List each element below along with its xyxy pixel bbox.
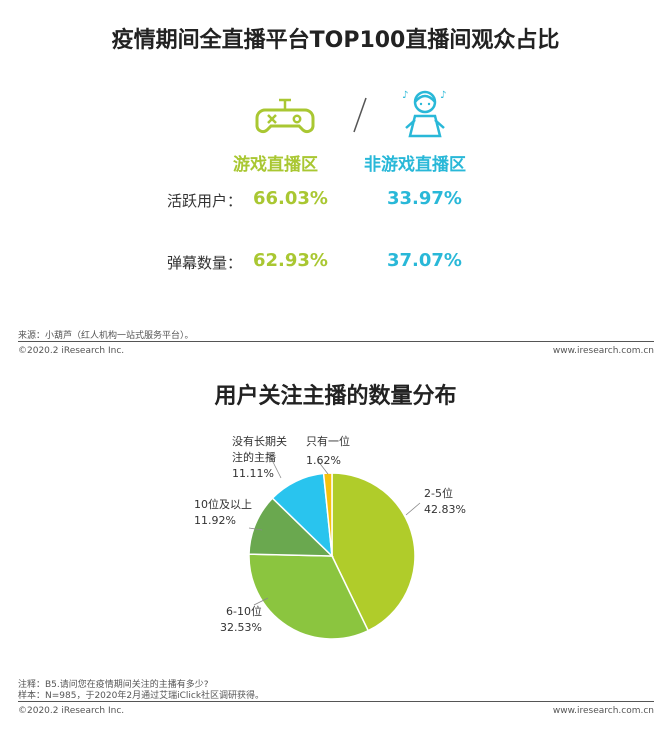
pie-label-6-10-value: 32.53%	[220, 621, 262, 634]
bottom-note: 注释：B5.请问您在疫情期间关注的主播有多少?	[18, 680, 209, 690]
svg-text:♪: ♪	[440, 90, 446, 101]
top-title: 疫情期间全直播平台TOP100直播间观众占比	[111, 28, 560, 53]
top-website: www.iresearch.com.cn	[552, 346, 654, 356]
pie-slice-3	[271, 472, 333, 558]
value-active-non-gaming: 33.97%	[387, 188, 462, 209]
pie-label-none-value: 11.11%	[232, 467, 274, 480]
value-active-gaming: 66.03%	[253, 188, 328, 209]
pie-label-one-name: 只有一位	[306, 435, 350, 448]
category-gaming: 游戏直播区	[233, 155, 318, 175]
bottom-sample: 样本：N=985，于2020年2月通过艾瑞iClick社区调研获得。	[18, 691, 265, 701]
pie-leader-line-2	[405, 502, 421, 516]
top-divider	[18, 341, 654, 342]
bottom-website: www.iresearch.com.cn	[552, 706, 654, 716]
chart-title: 用户关注主播的数量分布	[214, 384, 457, 409]
row-label-active-users: 活跃用户：	[167, 192, 243, 210]
top-copyright: ©2020.2 iResearch Inc.	[18, 346, 125, 356]
pie-label-2-5-name: 2-5位	[424, 487, 453, 500]
svg-text:♪: ♪	[402, 90, 408, 101]
pie-label-2-5: 2-5位 42.83%	[424, 486, 466, 518]
pie-label-one-value: 1.62%	[306, 454, 341, 467]
pie-label-10plus-name: 10位及以上	[194, 498, 252, 511]
pie-slice-0	[331, 472, 416, 632]
pie-label-10plus: 10位及以上 11.92%	[194, 497, 252, 529]
pie-label-none-line2: 注的主播	[232, 451, 276, 464]
bottom-divider	[18, 701, 654, 702]
pie-label-none: 没有长期关 注的主播 11.11%	[232, 434, 287, 482]
pie-label-6-10: 6-10位 32.53%	[220, 604, 262, 636]
pie-slice-2	[248, 497, 334, 557]
value-danmaku-non-gaming: 37.07%	[387, 250, 462, 271]
person-icon: ♪ ♪	[398, 86, 450, 146]
top-source-note: 来源：小葫芦（红人机构一站式服务平台）。	[18, 331, 194, 341]
pie-label-6-10-name: 6-10位	[226, 605, 262, 618]
pie-label-10plus-value: 11.92%	[194, 514, 236, 527]
pie-label-2-5-value: 42.83%	[424, 503, 466, 516]
category-non-gaming: 非游戏直播区	[364, 155, 466, 175]
row-label-danmaku: 弹幕数量：	[167, 254, 243, 272]
pie-label-one: 只有一位 1.62%	[306, 434, 350, 469]
value-danmaku-gaming: 62.93%	[253, 250, 328, 271]
slash-divider	[350, 96, 370, 138]
gamepad-icon	[255, 96, 315, 140]
pie-label-none-line1: 没有长期关	[232, 435, 287, 448]
bottom-copyright: ©2020.2 iResearch Inc.	[18, 706, 125, 716]
pie-slice-1	[248, 553, 370, 640]
pie-slice-4	[322, 472, 333, 557]
